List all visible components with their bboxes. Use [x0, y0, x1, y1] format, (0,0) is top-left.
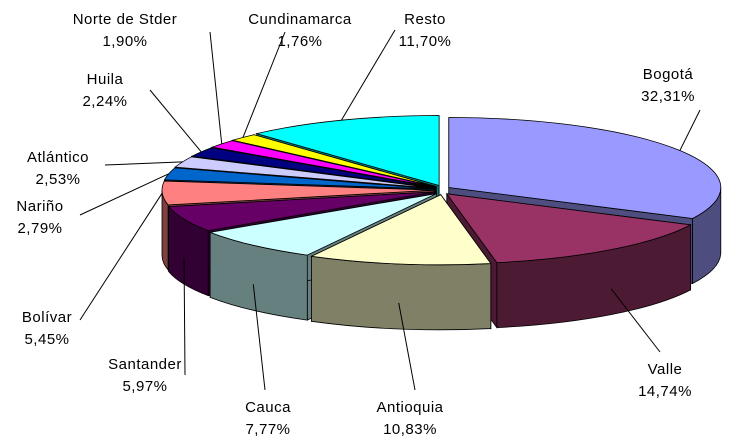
- slice-value-label: 1,76%: [277, 33, 322, 50]
- slice: [210, 140, 436, 188]
- slice-label: Cauca: [245, 399, 291, 416]
- slice-value-label: 5,97%: [122, 378, 167, 395]
- slice-value-label: 2,24%: [82, 93, 127, 110]
- leader-line: [209, 31, 223, 144]
- slice: [445, 193, 692, 264]
- slice-label: Santander: [108, 356, 182, 373]
- pie: [161, 115, 722, 331]
- labels: Bogotá 32,31% Valle 14,74% Antioquia 10,83% Ca…: [16, 11, 701, 438]
- leader-line: [149, 89, 202, 153]
- slice: [310, 194, 492, 266]
- leader-line: [679, 109, 701, 151]
- slice: [448, 117, 722, 219]
- slice: [161, 180, 435, 206]
- slice-label: Nariño: [16, 198, 63, 215]
- slice-label: Bogotá: [643, 66, 694, 83]
- slice-label: Valle: [648, 361, 683, 378]
- slice-label: Huila: [87, 71, 124, 88]
- slice-label: Cundinamarca: [248, 11, 352, 28]
- slice-value-label: 14,74%: [638, 383, 692, 400]
- slice: [208, 193, 437, 256]
- slice: [167, 191, 435, 232]
- slice-label: Atlántico: [27, 149, 89, 166]
- slice-side: [311, 255, 492, 331]
- slice-value-label: 11,70%: [399, 33, 452, 50]
- slice-value-label: 10,83%: [383, 421, 437, 438]
- leader-line: [183, 258, 186, 376]
- slice: [255, 115, 440, 187]
- leader-line: [252, 284, 266, 391]
- slice-label: Resto: [404, 11, 446, 28]
- slice-value-label: 1,90%: [102, 33, 147, 50]
- slice-value-label: 2,79%: [17, 220, 62, 237]
- leader-line: [242, 31, 286, 138]
- leader-line: [398, 302, 416, 391]
- slice-label: Antioquia: [376, 399, 443, 416]
- leader-line: [340, 29, 396, 121]
- leader-line: [79, 173, 169, 216]
- slice-label: Bolívar: [22, 309, 72, 326]
- slice-value-label: 2,53%: [35, 171, 80, 188]
- slice-value-label: 7,77%: [245, 421, 290, 438]
- slice-label: Norte de Stder: [73, 11, 178, 28]
- leader-line: [104, 161, 183, 166]
- slice-value-label: 32,31%: [641, 88, 695, 105]
- leader-line: [79, 192, 163, 321]
- leader-line: [610, 288, 661, 353]
- slice-value-label: 5,45%: [24, 331, 69, 348]
